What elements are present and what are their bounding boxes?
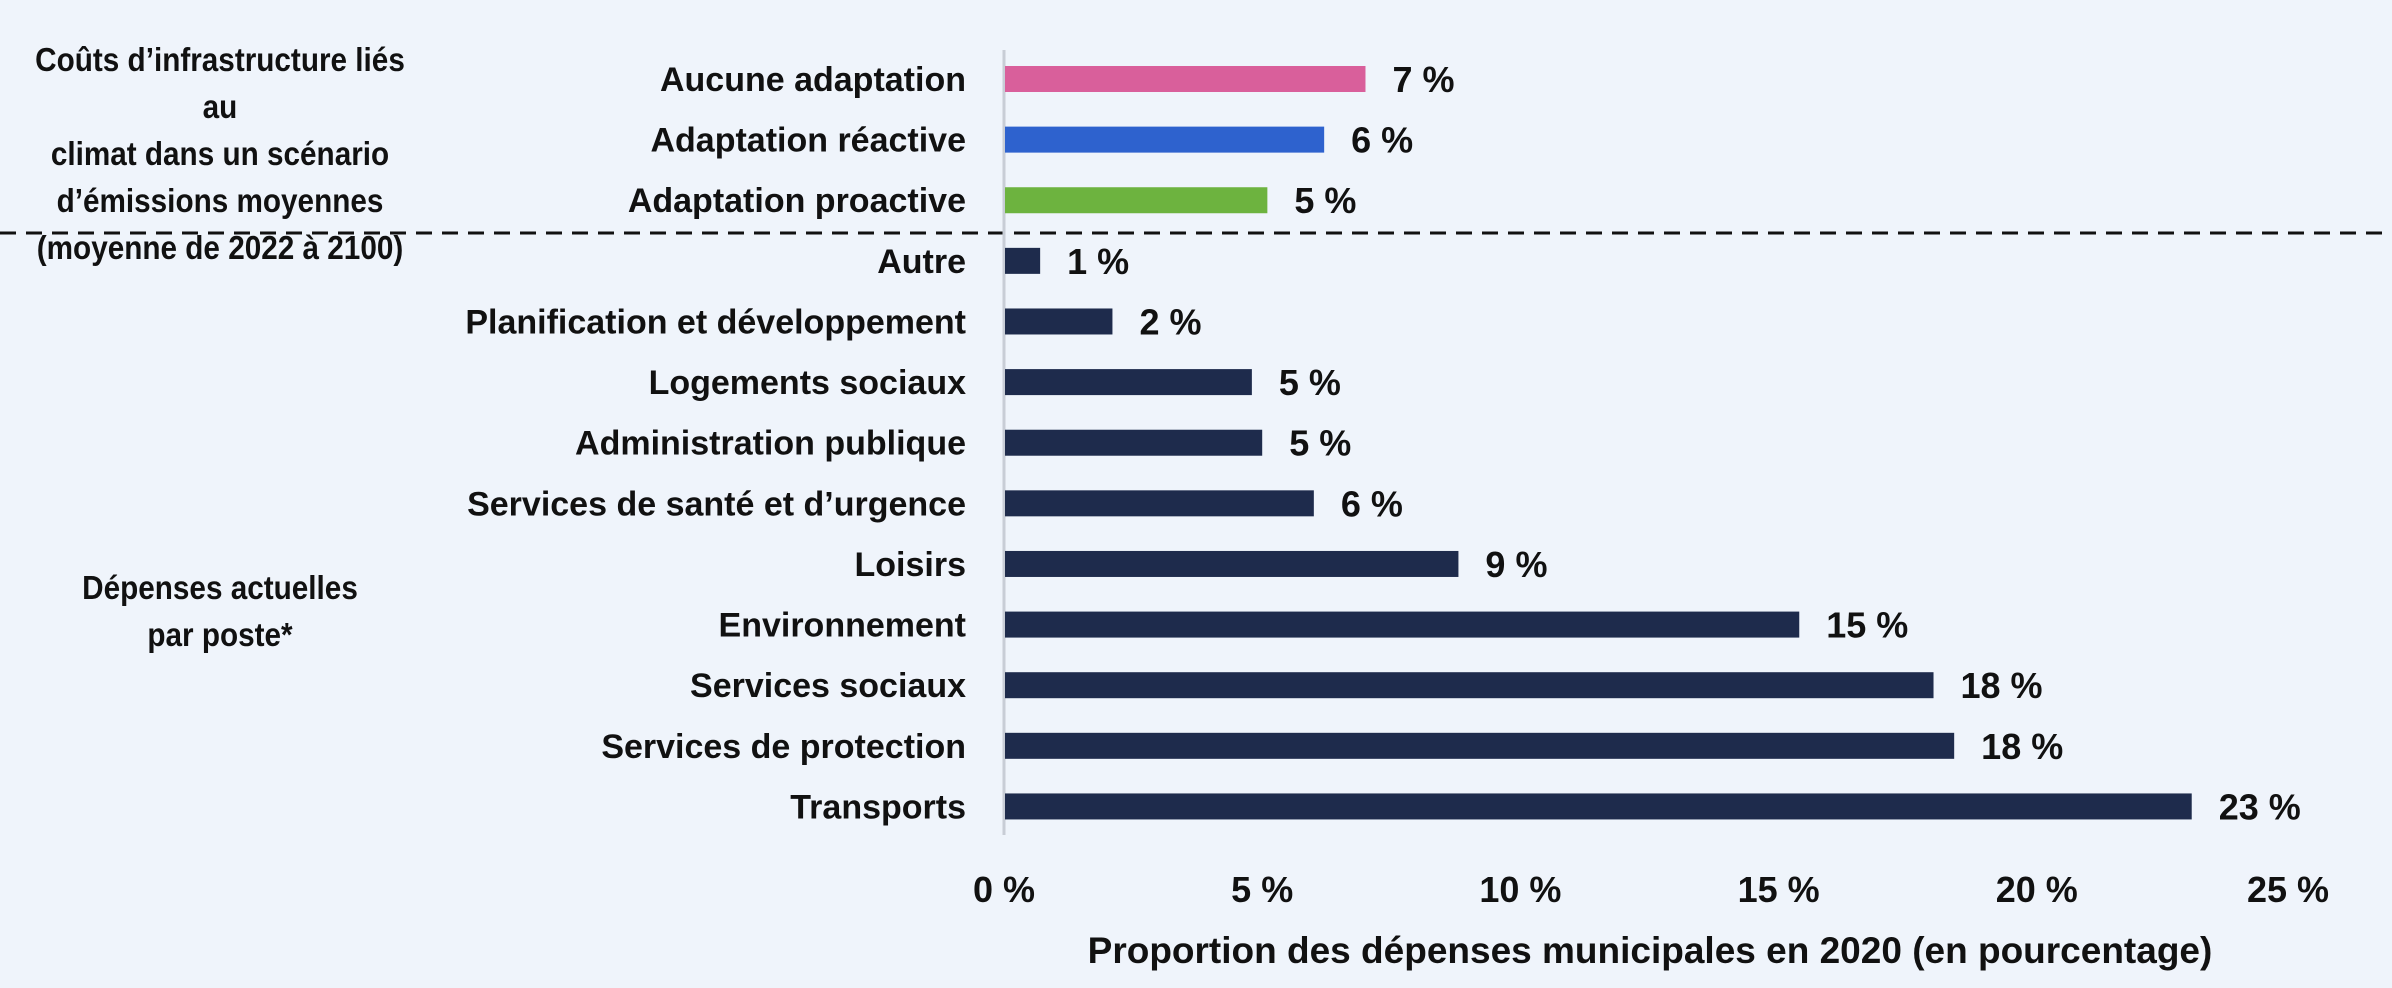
category-label: Services de protection xyxy=(601,728,966,766)
bar-1-3 xyxy=(1005,429,1263,456)
bar-1-5 xyxy=(1005,550,1459,577)
group-label-current-line-2: par poste* xyxy=(147,616,293,653)
x-tick-label: 10 % xyxy=(1479,869,1561,910)
category-label: Adaptation réactive xyxy=(650,122,966,160)
bar-1-8 xyxy=(1005,732,1955,759)
data-label: 1 % xyxy=(1067,241,1129,282)
bar-0-1 xyxy=(1005,126,1325,153)
data-label: 6 % xyxy=(1341,483,1403,524)
x-tick-label: 0 % xyxy=(973,869,1035,910)
x-tick-label: 20 % xyxy=(1996,869,2078,910)
data-label: 18 % xyxy=(1961,665,2043,706)
data-label: 18 % xyxy=(1981,726,2063,767)
group-label-climate-line-4: (moyenne de 2022 à 2100) xyxy=(36,229,404,266)
data-label: 5 % xyxy=(1294,180,1356,221)
bar-1-7 xyxy=(1005,672,1934,699)
category-label: Logements sociaux xyxy=(649,364,967,402)
group-label-current: Dépenses actuelles par poste* xyxy=(31,564,409,658)
x-tick-label: 15 % xyxy=(1738,869,1820,910)
group-label-climate-line-2: climat dans un scénario xyxy=(50,135,390,172)
category-label: Administration publique xyxy=(575,425,966,463)
category-label: Planification et développement xyxy=(465,303,966,341)
bar-0-2 xyxy=(1005,187,1268,214)
group-label-climate-line-1: Coûts d’infrastructure liés au xyxy=(35,41,405,125)
data-label: 6 % xyxy=(1351,120,1413,161)
x-tick-label: 25 % xyxy=(2247,869,2329,910)
data-label: 5 % xyxy=(1279,362,1341,403)
bar-1-2 xyxy=(1005,369,1252,396)
bar-1-1 xyxy=(1005,308,1113,335)
x-tick-label: 5 % xyxy=(1231,869,1293,910)
bar-0-0 xyxy=(1005,66,1366,92)
data-label: 9 % xyxy=(1485,544,1547,585)
category-label: Services de santé et d’urgence xyxy=(467,485,966,523)
group-label-climate: Coûts d’infrastructure liés au climat da… xyxy=(31,36,409,271)
bar-1-9 xyxy=(1005,793,2192,820)
group-label-current-line-1: Dépenses actuelles xyxy=(82,569,358,606)
category-label: Aucune adaptation xyxy=(660,61,966,99)
category-label: Services sociaux xyxy=(690,667,966,705)
data-label: 5 % xyxy=(1289,423,1351,464)
data-label: 15 % xyxy=(1826,605,1908,646)
bar-1-0 xyxy=(1005,247,1041,274)
category-label: Environnement xyxy=(719,607,966,645)
bar-1-6 xyxy=(1005,611,1800,638)
category-label: Loisirs xyxy=(855,546,966,584)
group-label-climate-line-3: d’émissions moyennes xyxy=(56,182,384,219)
bar-1-4 xyxy=(1005,490,1314,517)
data-label: 2 % xyxy=(1139,301,1201,342)
data-label: 23 % xyxy=(2219,786,2301,827)
category-label: Adaptation proactive xyxy=(628,182,966,220)
category-label: Transports xyxy=(790,788,966,826)
x-axis-title: Proportion des dépenses municipales en 2… xyxy=(1088,930,2213,971)
category-label: Autre xyxy=(877,243,966,281)
data-label: 7 % xyxy=(1392,59,1454,100)
